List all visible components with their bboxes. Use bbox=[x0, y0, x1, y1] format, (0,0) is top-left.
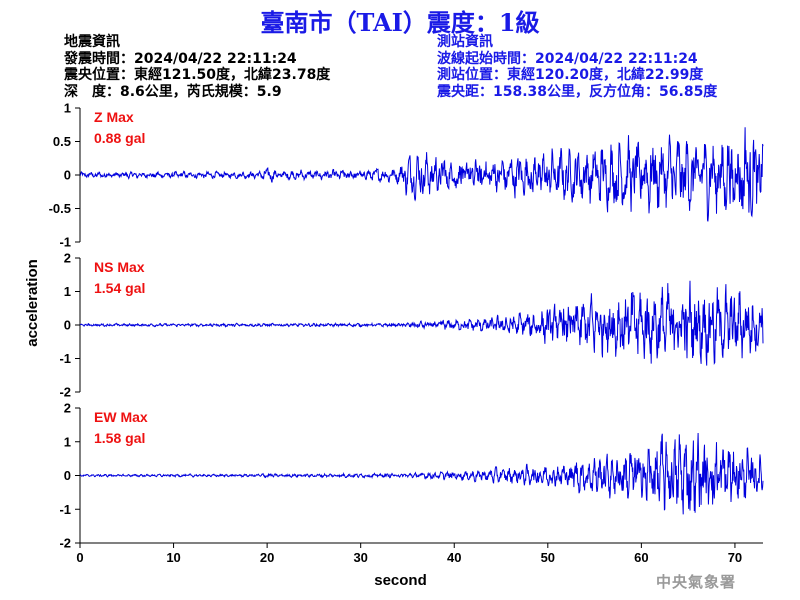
max-value-ns: 1.54 gal bbox=[94, 280, 145, 296]
station-info: 測站資訊 波線起始時間：2024/04/22 22:11:24 測站位置：東經1… bbox=[437, 34, 717, 100]
y-tick-label-ew: 1 bbox=[64, 434, 71, 449]
waveform-trace-ns bbox=[79, 280, 764, 366]
x-tick-label: 0 bbox=[76, 550, 83, 565]
y-tick-label-z: -1 bbox=[59, 235, 71, 250]
x-axis-label: second bbox=[374, 572, 427, 589]
y-tick-label-ew: -1 bbox=[59, 502, 71, 517]
max-label-ns: NS Max bbox=[94, 259, 145, 275]
max-label-ew: EW Max bbox=[94, 409, 148, 425]
x-tick-label: 20 bbox=[260, 550, 274, 565]
agency-watermark: 中央氣象署 bbox=[656, 573, 737, 591]
y-tick-label-z: 1 bbox=[64, 101, 71, 116]
waveform-trace-z bbox=[79, 127, 764, 222]
x-tick-label: 30 bbox=[353, 550, 367, 565]
x-tick-label: 50 bbox=[541, 550, 555, 565]
max-value-ew: 1.58 gal bbox=[94, 430, 145, 446]
station-location: 測站位置：東經120.20度，北緯22.99度 bbox=[437, 67, 704, 83]
x-tick-label: 70 bbox=[728, 550, 742, 565]
depth-magnitude: 深 度：8.6公里，芮氏規模：5.9 bbox=[64, 83, 282, 100]
y-tick-label-ew: 2 bbox=[64, 401, 71, 416]
y-axis-label: acceleration bbox=[24, 259, 41, 347]
y-tick-label-z: 0 bbox=[64, 168, 71, 183]
y-tick-label-z: 0.5 bbox=[53, 134, 71, 149]
epicentral-distance: 震央距：158.38公里，反方位角：56.85度 bbox=[437, 83, 718, 100]
y-tick-label-ns: -1 bbox=[59, 351, 71, 366]
y-tick-label-ns: 1 bbox=[64, 284, 71, 299]
y-tick-label-ew: -2 bbox=[59, 536, 71, 551]
y-tick-label-ns: 2 bbox=[64, 251, 71, 266]
y-tick-label-ns: -2 bbox=[59, 385, 71, 400]
wave-start-time: 波線起始時間：2024/04/22 22:11:24 bbox=[437, 50, 698, 67]
y-tick-label-ew: 0 bbox=[64, 468, 71, 483]
page-title: 臺南市（TAI）震度：1級 bbox=[260, 8, 540, 37]
x-tick-label: 40 bbox=[447, 550, 461, 565]
y-tick-label-z: -0.5 bbox=[49, 201, 71, 216]
earthquake-info-header: 地震資訊 bbox=[64, 34, 120, 50]
max-label-z: Z Max bbox=[94, 109, 134, 125]
earthquake-info: 地震資訊 發震時間：2024/04/22 22:11:24 震央位置：東經121… bbox=[64, 34, 330, 100]
origin-time: 發震時間：2024/04/22 22:11:24 bbox=[64, 50, 297, 67]
x-tick-label: 60 bbox=[634, 550, 648, 565]
x-tick-label: 10 bbox=[166, 550, 180, 565]
waveform-trace-ew bbox=[79, 432, 764, 515]
station-info-header: 測站資訊 bbox=[437, 34, 493, 50]
y-tick-label-ns: 0 bbox=[64, 318, 71, 333]
epicenter: 震央位置：東經121.50度，北緯23.78度 bbox=[64, 67, 331, 83]
max-value-z: 0.88 gal bbox=[94, 130, 145, 146]
